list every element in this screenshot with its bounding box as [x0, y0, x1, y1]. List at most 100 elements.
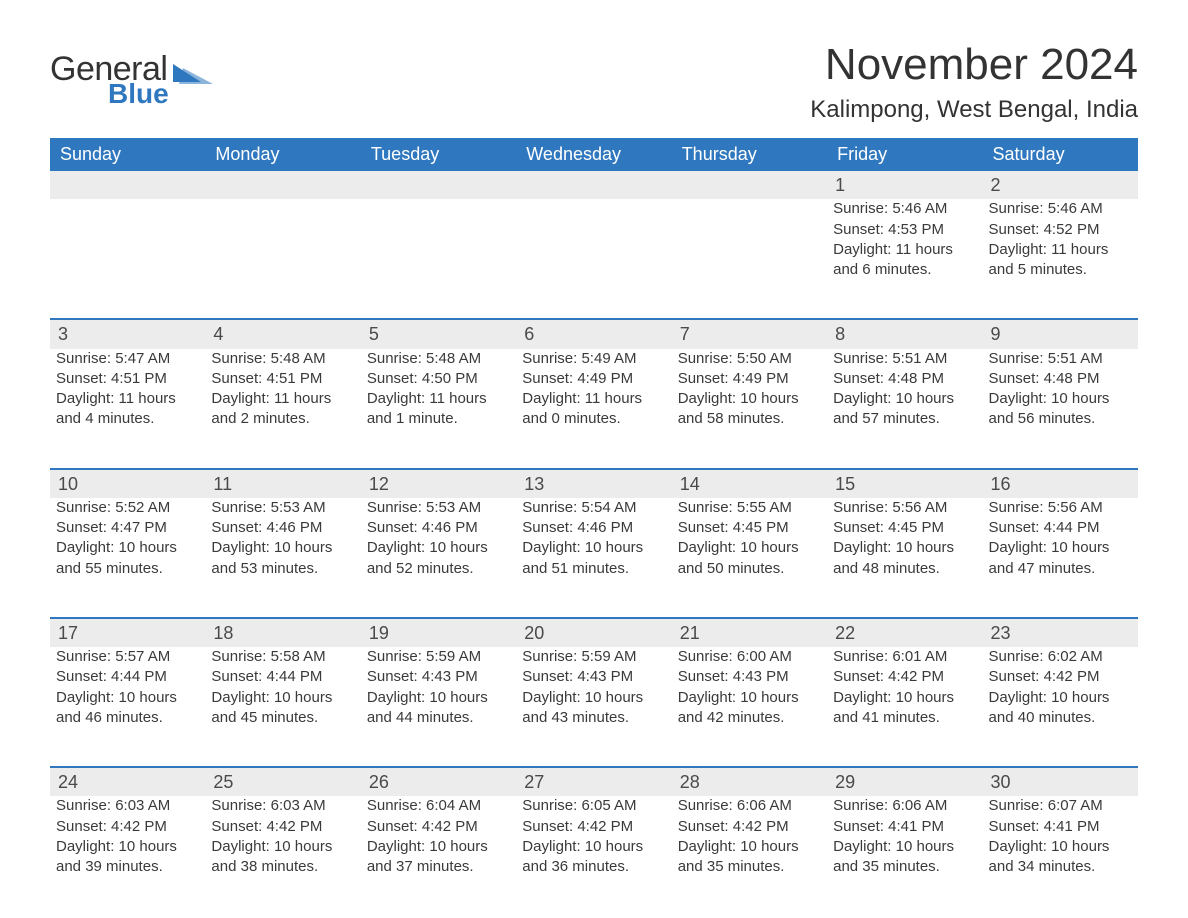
field-value: 4:46 PM: [266, 519, 322, 536]
day-detail-cell: Sunrise: 5:48 AMSunset: 4:50 PMDaylight:…: [361, 349, 516, 452]
field-value: 4:48 PM: [888, 370, 944, 387]
day-detail-row: Sunrise: 5:47 AMSunset: 4:51 PMDaylight:…: [50, 349, 1138, 452]
week-divider: [50, 302, 1138, 320]
daylight-line: Daylight: 10 hours and 39 minutes.: [56, 837, 199, 878]
sunset-line: Sunset: 4:44 PM: [56, 667, 199, 687]
field-value: 4:45 PM: [733, 519, 789, 536]
field-label: Sunset:: [678, 370, 733, 387]
day-number-cell: 27: [516, 768, 671, 796]
sunset-line: Sunset: 4:48 PM: [989, 369, 1132, 389]
field-value: 4:44 PM: [1044, 519, 1100, 536]
day-number-cell: 18: [205, 619, 360, 647]
daylight-line: Daylight: 10 hours and 46 minutes.: [56, 688, 199, 729]
week-divider: [50, 601, 1138, 619]
field-label: Sunrise:: [678, 499, 737, 516]
day-number-cell: 10: [50, 470, 205, 498]
day-detail-cell: Sunrise: 5:52 AMSunset: 4:47 PMDaylight:…: [50, 498, 205, 601]
sunset-line: Sunset: 4:43 PM: [367, 667, 510, 687]
day-number-cell: 16: [983, 470, 1138, 498]
day-detail-cell: Sunrise: 6:05 AMSunset: 4:42 PMDaylight:…: [516, 796, 671, 899]
field-label: Sunset:: [56, 818, 111, 835]
field-value: 4:48 PM: [1044, 370, 1100, 387]
field-value: 4:41 PM: [1044, 818, 1100, 835]
field-label: Daylight:: [989, 838, 1052, 855]
field-label: Daylight:: [678, 689, 741, 706]
day-detail-cell: Sunrise: 5:56 AMSunset: 4:44 PMDaylight:…: [983, 498, 1138, 601]
sunset-line: Sunset: 4:51 PM: [211, 369, 354, 389]
brand-blue: Blue: [108, 80, 169, 108]
sunset-line: Sunset: 4:42 PM: [522, 817, 665, 837]
field-label: Sunset:: [989, 519, 1044, 536]
sunrise-line: Sunrise: 6:02 AM: [989, 647, 1132, 667]
day-detail-cell: Sunrise: 6:00 AMSunset: 4:43 PMDaylight:…: [672, 647, 827, 750]
field-label: Daylight:: [211, 689, 274, 706]
day-number-cell: 30: [983, 768, 1138, 796]
daylight-line: Daylight: 10 hours and 35 minutes.: [678, 837, 821, 878]
day-number-cell: 3: [50, 320, 205, 348]
field-value: 4:46 PM: [577, 519, 633, 536]
sunset-line: Sunset: 4:49 PM: [522, 369, 665, 389]
day-detail-cell: Sunrise: 5:57 AMSunset: 4:44 PMDaylight:…: [50, 647, 205, 750]
day-detail-cell: Sunrise: 5:51 AMSunset: 4:48 PMDaylight:…: [827, 349, 982, 452]
sunset-line: Sunset: 4:46 PM: [211, 518, 354, 538]
field-value: 6:07 AM: [1048, 797, 1103, 814]
day-number-cell: 29: [827, 768, 982, 796]
field-label: Daylight:: [367, 390, 430, 407]
sunset-line: Sunset: 4:46 PM: [367, 518, 510, 538]
weekday-header: Thursday: [672, 138, 827, 171]
field-label: Sunrise:: [989, 797, 1048, 814]
day-number-cell: 14: [672, 470, 827, 498]
sunrise-line: Sunrise: 6:06 AM: [833, 796, 976, 816]
day-detail-cell: Sunrise: 6:01 AMSunset: 4:42 PMDaylight:…: [827, 647, 982, 750]
weekday-row: SundayMondayTuesdayWednesdayThursdayFrid…: [50, 138, 1138, 171]
daynum-row: 12: [50, 171, 1138, 199]
field-value: 6:05 AM: [581, 797, 636, 814]
field-label: Daylight:: [522, 689, 585, 706]
field-label: Daylight:: [678, 838, 741, 855]
field-value: 6:06 AM: [737, 797, 792, 814]
day-detail-cell: Sunrise: 5:49 AMSunset: 4:49 PMDaylight:…: [516, 349, 671, 452]
day-detail-cell: Sunrise: 5:59 AMSunset: 4:43 PMDaylight:…: [361, 647, 516, 750]
day-number-cell: 23: [983, 619, 1138, 647]
day-detail-row: Sunrise: 5:52 AMSunset: 4:47 PMDaylight:…: [50, 498, 1138, 601]
header-row: General Blue November 2024 Kalimpong, We…: [50, 40, 1138, 138]
day-detail-cell: Sunrise: 6:07 AM Sunset: 4:41 PMDaylight:…: [983, 796, 1138, 899]
field-label: Daylight:: [211, 539, 274, 556]
field-value: 5:50 AM: [737, 350, 792, 367]
daylight-line: Daylight: 11 hours and 5 minutes.: [989, 240, 1132, 281]
field-label: Sunrise:: [367, 499, 426, 516]
day-detail-cell: Sunrise: 5:51 AMSunset: 4:48 PMDaylight:…: [983, 349, 1138, 452]
day-number-cell: 25: [205, 768, 360, 796]
sunset-line: Sunset: 4:41 PM: [833, 817, 976, 837]
sunrise-line: Sunrise: 5:59 AM: [367, 647, 510, 667]
day-number-cell: 12: [361, 470, 516, 498]
field-value: 4:42 PM: [422, 818, 478, 835]
sunrise-line: Sunrise: 6:03 AM: [56, 796, 199, 816]
field-label: Sunrise:: [989, 499, 1048, 516]
day-detail-cell: Sunrise: 6:04 AMSunset: 4:42 PMDaylight:…: [361, 796, 516, 899]
day-number-cell: 4: [205, 320, 360, 348]
daylight-line: Daylight: 10 hours and 58 minutes.: [678, 389, 821, 430]
day-number-cell: [672, 171, 827, 199]
day-number-cell: 17: [50, 619, 205, 647]
field-value: 5:51 AM: [1048, 350, 1103, 367]
field-label: Sunset:: [989, 221, 1044, 238]
month-title: November 2024: [810, 40, 1138, 90]
day-detail-cell: Sunrise: 5:46 AMSunset: 4:52 PMDaylight:…: [983, 199, 1138, 302]
day-number-cell: 1: [827, 171, 982, 199]
sunset-line: Sunset: 4:41 PM: [989, 817, 1132, 837]
day-detail-row: Sunrise: 6:03 AMSunset: 4:42 PMDaylight:…: [50, 796, 1138, 899]
sunset-line: Sunset: 4:47 PM: [56, 518, 199, 538]
daynum-row: 10111213141516: [50, 470, 1138, 498]
field-label: Sunrise:: [833, 797, 892, 814]
field-value: 6:01 AM: [892, 648, 947, 665]
sunset-line: Sunset: 4:42 PM: [56, 817, 199, 837]
sunset-line: Sunset: 4:42 PM: [678, 817, 821, 837]
field-label: Daylight:: [56, 689, 119, 706]
field-label: Sunset:: [367, 519, 422, 536]
field-label: Daylight:: [833, 390, 896, 407]
field-label: Sunset:: [989, 668, 1044, 685]
field-label: Daylight:: [833, 241, 896, 258]
weekday-header: Monday: [205, 138, 360, 171]
daylight-line: Daylight: 11 hours and 4 minutes.: [56, 389, 199, 430]
